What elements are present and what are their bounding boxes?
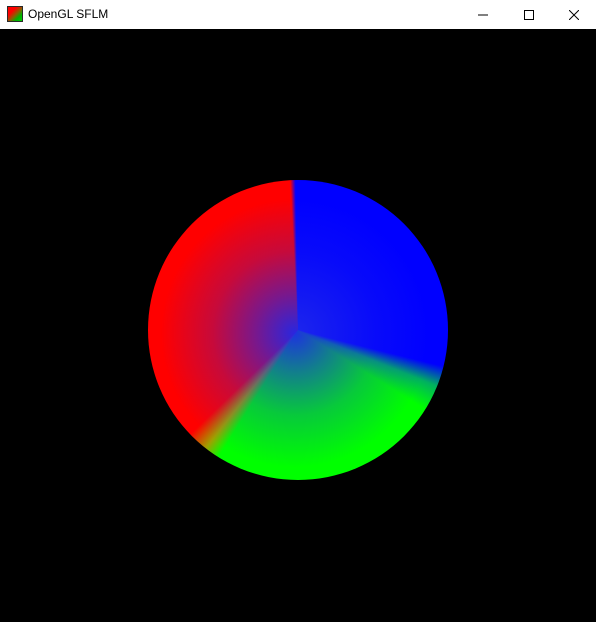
minimize-icon [478, 14, 488, 15]
color-gradient-disc [148, 180, 448, 480]
close-icon [569, 9, 579, 20]
close-button[interactable] [552, 0, 596, 29]
opengl-viewport[interactable] [0, 29, 596, 622]
maximize-button[interactable] [506, 0, 552, 29]
disc-center-shading [148, 180, 448, 480]
maximize-icon [524, 9, 534, 20]
window-title: OpenGL SFLM [28, 7, 109, 21]
minimize-button[interactable] [460, 0, 506, 29]
opengl-app-icon[interactable] [7, 6, 23, 22]
title-bar[interactable]: OpenGL SFLM [0, 0, 596, 29]
